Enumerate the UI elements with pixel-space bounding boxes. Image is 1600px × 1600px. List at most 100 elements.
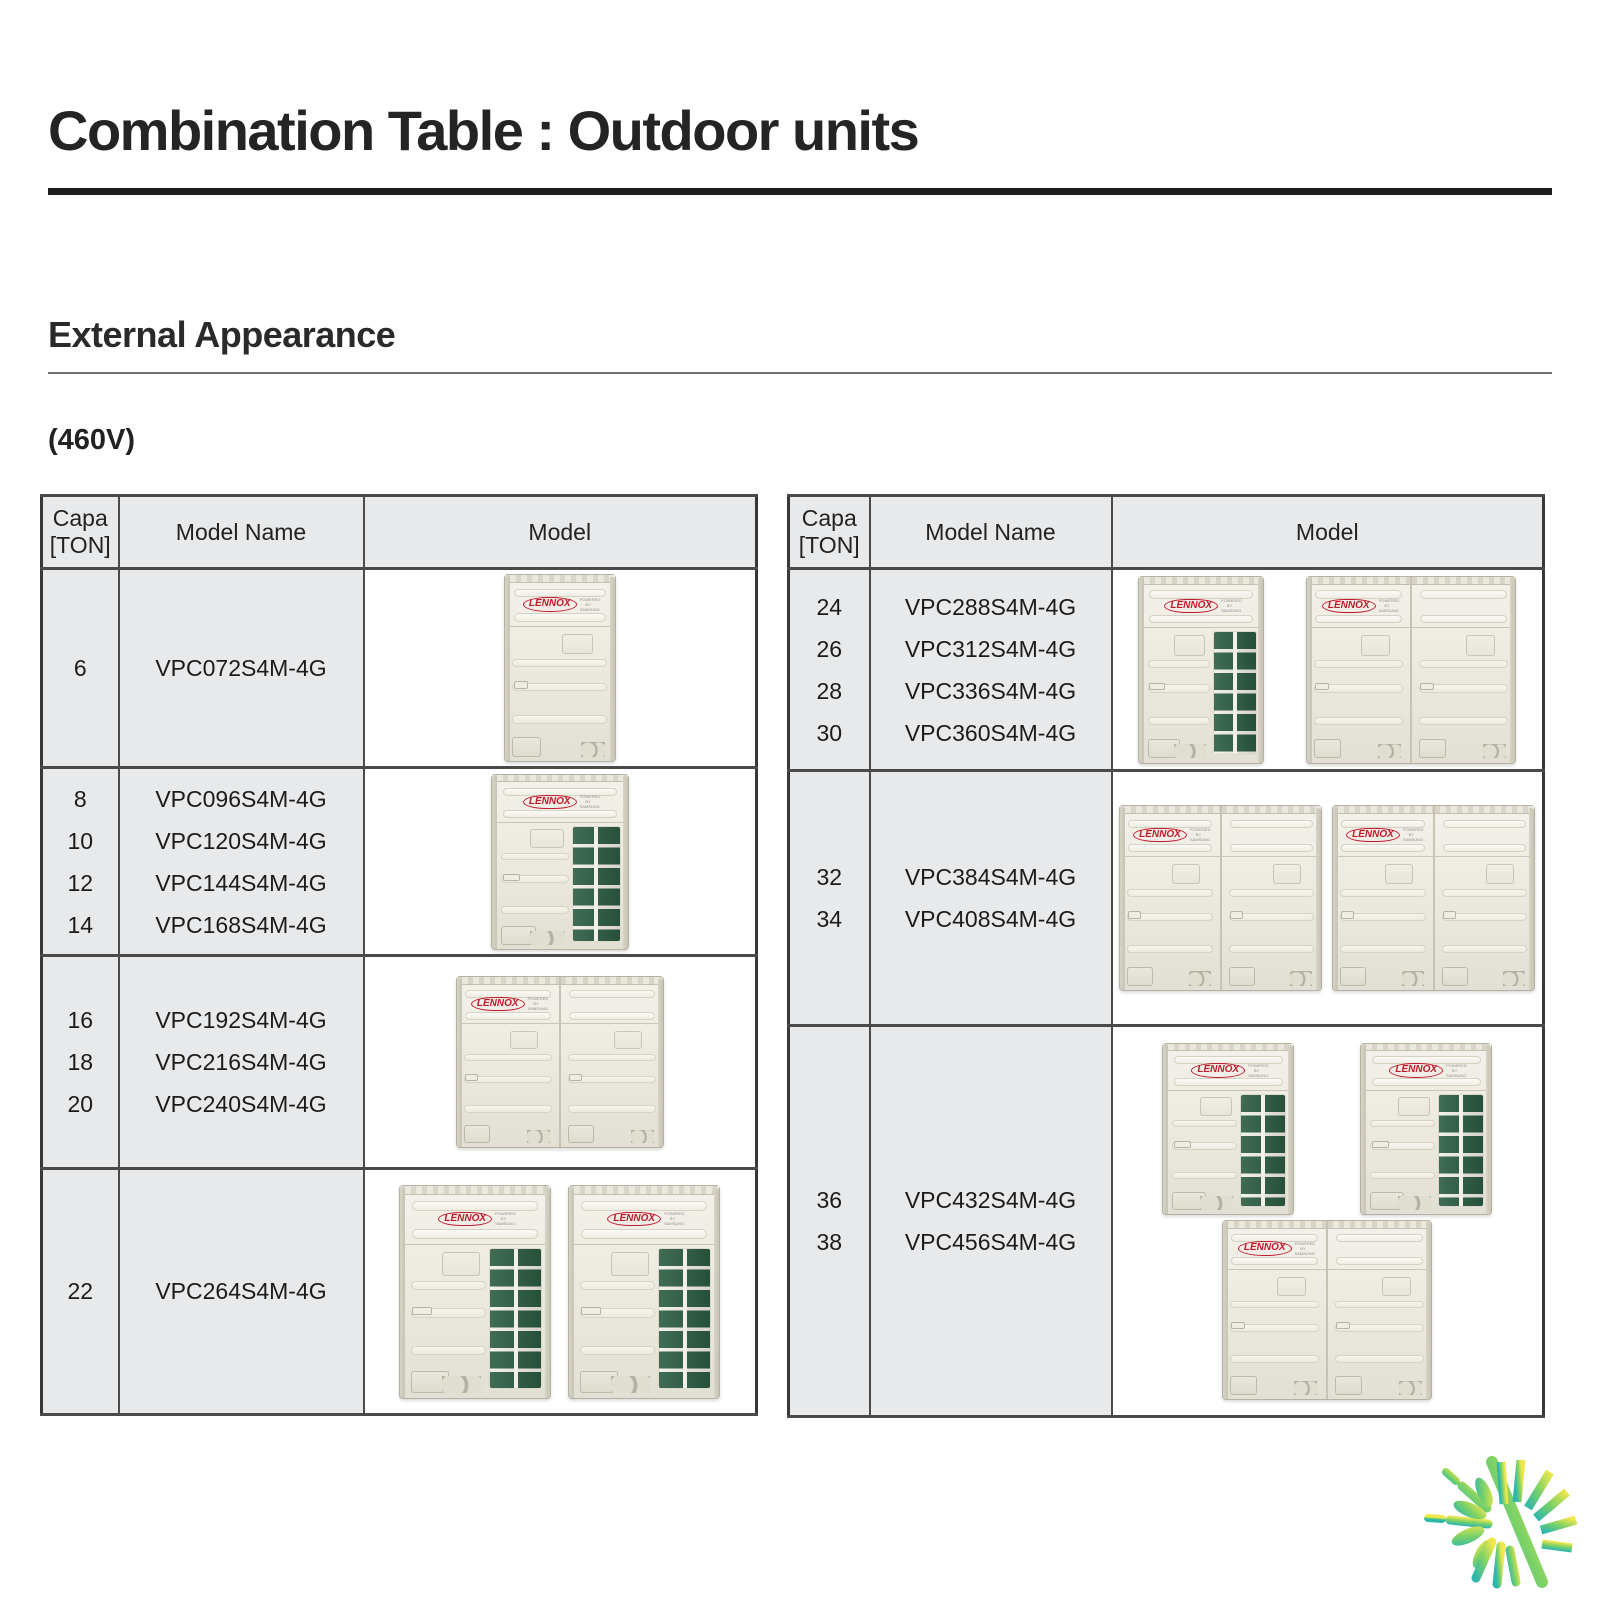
outdoor-unit-image: LENNOX Powered by SAMSUNG — [399, 1184, 552, 1399]
lennox-logo: LENNOX Powered by SAMSUNG — [400, 1211, 550, 1227]
control-box — [1273, 863, 1302, 885]
lennox-logo-text: LENNOX — [607, 1211, 662, 1227]
control-box — [561, 633, 593, 655]
model-name: VPC072S4M-4G — [155, 654, 327, 681]
model-name: VPC408S4M-4G — [904, 906, 1077, 932]
base-feet — [1163, 1191, 1293, 1210]
panel-line — [463, 1105, 552, 1113]
model-image-cell: LENNOX Powered by SAMSUNG — [1110, 1024, 1545, 1418]
panel-vent — [412, 1228, 539, 1239]
panel-vent — [1229, 819, 1314, 829]
control-box — [1199, 1097, 1233, 1116]
base-feet — [1222, 966, 1322, 987]
fan-deck — [1434, 806, 1535, 815]
panel-line — [1419, 660, 1509, 669]
panel-latch — [581, 1306, 601, 1316]
voltage-label: (460V) — [48, 424, 136, 456]
capa-header-line1: Capa — [52, 505, 108, 531]
panel-line — [1370, 1142, 1436, 1150]
panel-line — [1127, 912, 1213, 921]
control-box — [442, 1252, 480, 1276]
unit-module: LENNOX Powered by SAMSUNG — [504, 575, 615, 761]
outdoor-unit-image: LENNOX Powered by SAMSUNG — [1138, 575, 1265, 764]
capacity-value: 8 — [73, 785, 87, 812]
capacity-value: 14 — [67, 911, 94, 938]
model-name-cell: VPC384S4M-4G VPC408S4M-4G — [868, 769, 1113, 1027]
lennox-logo: LENNOX Powered by SAMSUNG — [457, 996, 559, 1011]
unit-module: LENNOX Powered by SAMSUNG — [1120, 806, 1220, 990]
control-box — [1276, 1276, 1306, 1297]
fan-deck — [560, 977, 663, 985]
panel-vent — [412, 1201, 539, 1212]
model-name: VPC336S4M-4G — [904, 677, 1077, 704]
panel-vent — [1149, 614, 1254, 624]
col-header-model-name: Model Name — [868, 494, 1113, 570]
panel-latch — [1442, 911, 1456, 919]
control-box — [529, 829, 564, 849]
panel-line — [1230, 1354, 1320, 1363]
panel-line — [1314, 660, 1404, 669]
panel-latch — [1229, 911, 1243, 919]
fan-deck — [1328, 1220, 1432, 1229]
base-feet — [505, 737, 615, 757]
unit-module: LENNOX Powered by SAMSUNG — [1223, 1220, 1327, 1399]
fan-deck — [1221, 806, 1322, 815]
panel-line — [1127, 944, 1213, 953]
lennox-logo: LENNOX Powered by SAMSUNG — [1307, 598, 1410, 614]
lennox-logo: LENNOX Powered by SAMSUNG — [1163, 1063, 1293, 1078]
model-name: VPC216S4M-4G — [155, 1049, 327, 1075]
lennox-logo: LENNOX Powered by SAMSUNG — [1139, 598, 1263, 614]
panel-latch — [1336, 1322, 1350, 1330]
model-image-cell: LENNOX Powered by SAMSUNG — [1110, 769, 1545, 1027]
capacity-value: 24 — [816, 593, 843, 620]
panel-line — [1314, 716, 1404, 726]
lennox-logo-text: LENNOX — [1346, 827, 1400, 843]
lennox-logo-text: LENNOX — [522, 597, 577, 612]
panel-vent — [1371, 1078, 1481, 1087]
samsung-sub-logo: Powered by SAMSUNG — [579, 596, 601, 612]
panel-vent — [1341, 843, 1425, 853]
unit-module — [1326, 1220, 1432, 1399]
capa-cell: 6 — [40, 567, 120, 769]
capa-cell: 16 18 20 — [40, 954, 120, 1170]
unit-module: LENNOX Powered by SAMSUNG — [569, 1185, 720, 1398]
panel-line — [1127, 888, 1213, 897]
capacity-value: 18 — [67, 1049, 94, 1075]
unit-module: LENNOX Powered by SAMSUNG — [1361, 1043, 1492, 1214]
panel-vent — [1336, 1256, 1424, 1266]
base-feet — [1435, 966, 1535, 987]
capa-cell: 36 38 — [787, 1024, 871, 1418]
base-feet — [569, 1370, 719, 1394]
base-feet — [1120, 966, 1220, 987]
control-box — [1465, 635, 1495, 656]
samsung-sub-logo: Powered by SAMSUNG — [1402, 827, 1424, 843]
fan-deck — [1163, 1043, 1294, 1052]
base-feet — [1307, 738, 1410, 759]
panel-line — [463, 1053, 552, 1061]
samsung-sub-logo: Powered by SAMSUNG — [1221, 598, 1242, 614]
panel-line — [1230, 1323, 1320, 1332]
panel-vent — [464, 1011, 551, 1020]
capa-header-line2: [TON] — [798, 532, 860, 558]
lennox-logo: LENNOX Powered by SAMSUNG — [1361, 1063, 1491, 1078]
table-row: 36 38 VPC432S4M-4G VPC456S4M-4G — [787, 1024, 1545, 1418]
panel-latch — [513, 681, 528, 689]
panel-line — [1147, 660, 1210, 669]
lennox-logo: LENNOX Powered by SAMSUNG — [492, 794, 628, 809]
panel-latch — [568, 1074, 583, 1082]
unit-module — [1432, 806, 1535, 990]
panel-vent — [513, 613, 606, 622]
panel-latch — [502, 874, 521, 881]
capacity-value: 16 — [67, 1007, 94, 1033]
capacity-value: 20 — [67, 1091, 94, 1117]
samsung-sub-logo: Powered by SAMSUNG — [1378, 598, 1400, 614]
model-name: VPC144S4M-4G — [155, 869, 327, 896]
outdoor-unit-image: LENNOX Powered by SAMSUNG — [568, 1184, 721, 1399]
combination-table-right: Capa [TON] Model Name Model 24 26 28 30 — [787, 494, 1545, 1418]
panel-line — [567, 1075, 656, 1084]
panel-latch — [464, 1074, 479, 1082]
fan-deck — [1307, 576, 1411, 585]
capa-cell: 24 26 28 30 — [787, 567, 871, 772]
panel-line — [1340, 944, 1426, 953]
capa-header-line2: [TON] — [49, 532, 111, 558]
